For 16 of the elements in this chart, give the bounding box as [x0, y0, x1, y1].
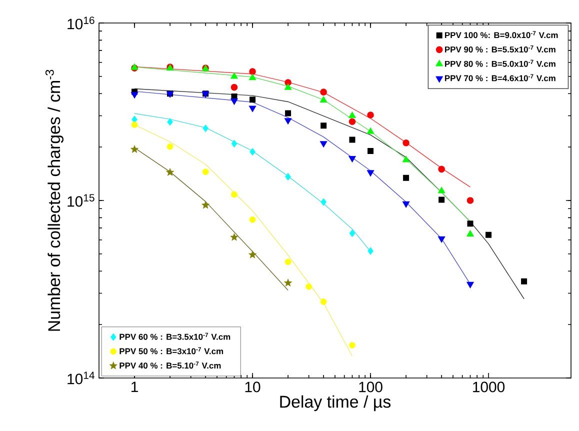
legend-label: PPV 60 % : B=3.5x10$^{-7}$ V.cm — [120, 332, 230, 340]
x-tick-label: 1000 — [473, 382, 505, 392]
legend-label: PPV 50 % : B=3x10$^{-7}$ V.cm — [120, 347, 224, 354]
legend-label: PPV 80 % : B=5.0x10$^{-7}$ V.cm — [445, 60, 556, 67]
legend-label: PPV 40 % : B=5.10$^{-7}$ V.cm — [120, 362, 221, 369]
legend-label: PPV 100 %: B=9.0x10$^{-7}$ V.cm — [445, 31, 558, 38]
y-axis-title: Number of collected charges / cm$^{-3}$ — [45, 70, 64, 331]
legend-label: PPV 70 % : B=4.6x10$^{-7}$ V.cm — [445, 74, 556, 82]
y-tick-label: 10$^{14}$ — [68, 372, 94, 384]
x-axis-title: Delay time / µs — [280, 395, 391, 412]
x-tick-label: 10 — [245, 382, 260, 392]
x-tick-label: 1 — [132, 382, 138, 392]
x-tick-label: 100 — [359, 382, 382, 392]
y-tick-label: 10$^{15}$ — [68, 194, 94, 207]
y-tick-label: 10$^{16}$ — [68, 16, 94, 30]
legend-label: PPV 90 % : B=5.5x10$^{-7}$ V.cm — [445, 46, 556, 52]
